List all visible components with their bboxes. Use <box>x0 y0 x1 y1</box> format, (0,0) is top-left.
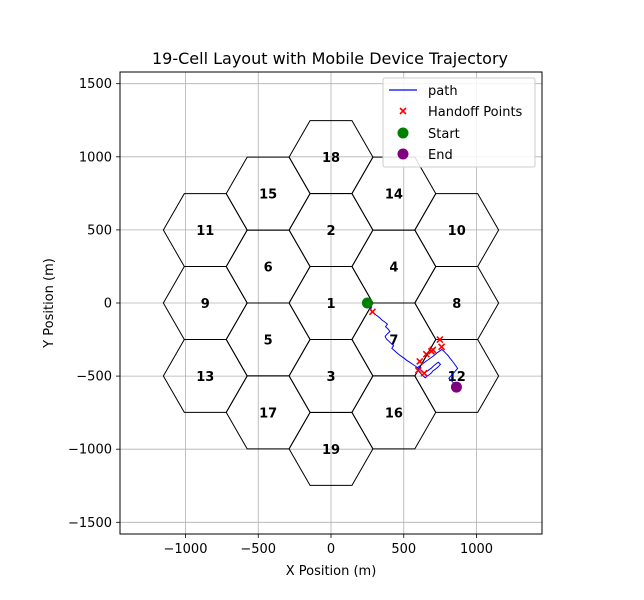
handoff-point-9 <box>438 343 446 351</box>
handoff-point-2-stroke-b <box>416 357 424 366</box>
handoff-point-1 <box>368 308 377 316</box>
cell-label-19: 19 <box>322 443 340 458</box>
cell-label-8: 8 <box>452 297 461 312</box>
handoff-point-6 <box>414 366 422 374</box>
legend: path Handoff Points Start End <box>382 77 536 168</box>
handoff-point-8-stroke-b <box>429 346 437 354</box>
legend-end-label: End <box>428 148 453 163</box>
handoff-point-6-stroke-b <box>414 366 422 374</box>
handoff-point-1-stroke-b <box>368 308 377 316</box>
legend-start-label: Start <box>428 127 460 142</box>
handoff-point-5-stroke-b <box>436 335 444 344</box>
handoff-point-7 <box>420 369 428 377</box>
y-tick-label-1: −1000 <box>68 443 112 458</box>
cell-label-9: 9 <box>201 297 210 312</box>
cell-label-18: 18 <box>322 151 340 166</box>
cell-label-13: 13 <box>196 370 214 385</box>
cell-label-3: 3 <box>326 370 335 385</box>
x-tick-label-4: 1000 <box>460 542 493 557</box>
legend-path-label: path <box>428 84 458 99</box>
cell-label-6: 6 <box>264 261 273 276</box>
hex-cell-18 <box>288 120 374 195</box>
legend-start-swatch <box>397 127 409 139</box>
handoff-point-3 <box>422 350 430 358</box>
y-tick-label-3: 0 <box>104 297 112 312</box>
y-tick-label-0: −1500 <box>68 516 112 531</box>
cell-label-16: 16 <box>385 406 403 421</box>
handoff-point-5 <box>436 335 444 344</box>
handoff-point-2 <box>416 357 424 366</box>
x-ticks: −1000 −500 0 500 1000 <box>163 534 493 557</box>
y-tick-label-6: 1500 <box>79 77 112 92</box>
legend-handoff-swatch <box>399 107 407 115</box>
handoff-point-8 <box>429 346 437 354</box>
cell-label-4: 4 <box>389 261 398 276</box>
cell-label-14: 14 <box>385 188 403 203</box>
end-point <box>450 381 462 393</box>
legend-handoff-label: Handoff Points <box>428 105 523 120</box>
y-tick-label-5: 1000 <box>79 150 112 165</box>
x-tick-label-0: −1000 <box>163 542 207 557</box>
handoff-point-3-stroke-b <box>422 350 430 358</box>
trajectory-path-line <box>367 302 459 388</box>
cell-label-5: 5 <box>264 333 273 348</box>
cell-label-7: 7 <box>389 333 398 348</box>
y-tick-label-4: 500 <box>87 223 112 238</box>
y-axis-label: Y Position (m) <box>42 258 57 349</box>
x-axis-label: X Position (m) <box>286 564 377 579</box>
y-ticks: −1500 −1000 −500 0 500 1000 1500 <box>68 77 120 531</box>
start-point <box>361 297 373 309</box>
cell-label-11: 11 <box>196 224 214 239</box>
x-tick-label-1: −500 <box>240 542 276 557</box>
x-tick-label-3: 500 <box>391 542 416 557</box>
legend-box <box>382 77 536 168</box>
handoff-point-7-stroke-b <box>420 369 428 377</box>
cell-label-1: 1 <box>326 297 335 312</box>
x-tick-label-2: 0 <box>327 542 335 557</box>
handoff-point-9-stroke-b <box>438 343 446 351</box>
cell-label-17: 17 <box>259 406 277 421</box>
chart-title: 19-Cell Layout with Mobile Device Trajec… <box>152 49 508 68</box>
cell-label-2: 2 <box>326 224 335 239</box>
legend-end-swatch <box>397 148 409 160</box>
hex-cells <box>162 120 500 486</box>
y-tick-label-2: −500 <box>76 370 112 385</box>
cell-label-15: 15 <box>259 188 277 203</box>
series-marks <box>361 297 462 393</box>
cell-label-10: 10 <box>448 224 466 239</box>
hex-cell-19 <box>288 411 374 486</box>
